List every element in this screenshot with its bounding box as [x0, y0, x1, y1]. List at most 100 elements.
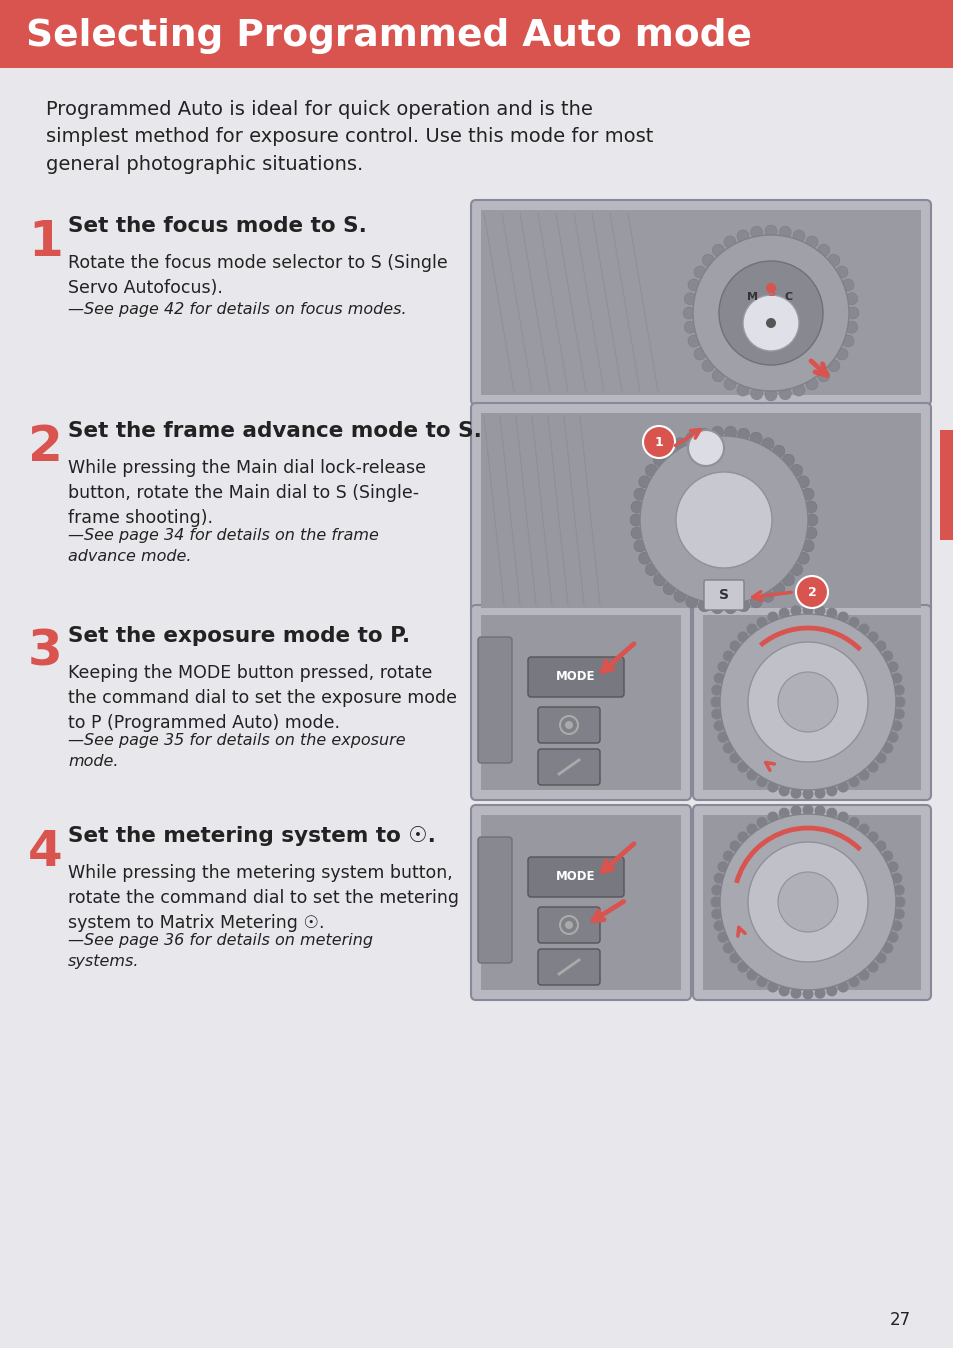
Circle shape — [630, 527, 642, 539]
Circle shape — [817, 244, 829, 256]
Circle shape — [764, 225, 776, 237]
Circle shape — [875, 841, 885, 852]
Bar — [939, 430, 953, 541]
Text: 4: 4 — [28, 828, 63, 876]
Text: 1: 1 — [654, 435, 662, 449]
Circle shape — [683, 321, 696, 333]
Text: Set the exposure mode to P.: Set the exposure mode to P. — [68, 625, 410, 646]
Circle shape — [847, 817, 859, 828]
Circle shape — [893, 709, 903, 720]
FancyBboxPatch shape — [692, 605, 930, 799]
FancyBboxPatch shape — [692, 805, 930, 1000]
Circle shape — [729, 841, 740, 852]
Circle shape — [846, 307, 858, 319]
FancyBboxPatch shape — [477, 638, 512, 763]
Circle shape — [722, 651, 733, 662]
Circle shape — [837, 782, 848, 793]
Circle shape — [662, 445, 675, 457]
Circle shape — [779, 388, 790, 400]
FancyBboxPatch shape — [527, 656, 623, 697]
Text: Set the metering system to ☉.: Set the metering system to ☉. — [68, 826, 436, 847]
Circle shape — [722, 942, 733, 953]
Circle shape — [711, 709, 721, 720]
Circle shape — [644, 465, 657, 476]
Circle shape — [886, 861, 898, 872]
Circle shape — [687, 336, 700, 346]
Circle shape — [724, 601, 736, 613]
Circle shape — [729, 752, 740, 763]
Text: S: S — [766, 288, 774, 298]
Circle shape — [866, 762, 878, 772]
Circle shape — [781, 454, 794, 466]
Text: Set the frame advance mode to S.: Set the frame advance mode to S. — [68, 421, 481, 441]
Circle shape — [837, 811, 848, 822]
Circle shape — [712, 369, 723, 381]
Circle shape — [745, 969, 757, 980]
Circle shape — [745, 824, 757, 834]
Circle shape — [630, 501, 642, 512]
Circle shape — [814, 605, 824, 616]
Circle shape — [890, 673, 902, 683]
Circle shape — [737, 429, 749, 441]
Circle shape — [817, 369, 829, 381]
Circle shape — [644, 563, 657, 576]
Circle shape — [827, 360, 839, 372]
Circle shape — [847, 976, 859, 987]
FancyBboxPatch shape — [537, 749, 599, 785]
Text: Keeping the MODE button pressed, rotate
the command dial to set the exposure mod: Keeping the MODE button pressed, rotate … — [68, 665, 456, 732]
Circle shape — [692, 235, 848, 391]
Circle shape — [858, 624, 868, 635]
Circle shape — [797, 476, 808, 488]
Circle shape — [719, 262, 822, 365]
Circle shape — [633, 488, 645, 500]
Circle shape — [685, 596, 697, 608]
Circle shape — [790, 805, 801, 817]
Circle shape — [858, 969, 868, 980]
Circle shape — [893, 884, 903, 895]
Circle shape — [886, 732, 898, 743]
Circle shape — [845, 293, 857, 305]
Circle shape — [790, 787, 801, 799]
Circle shape — [729, 640, 740, 651]
Text: —See page 35 for details on the exposure
mode.: —See page 35 for details on the exposure… — [68, 733, 405, 768]
Text: While pressing the metering system button,
rotate the command dial to set the me: While pressing the metering system butto… — [68, 864, 458, 931]
Circle shape — [720, 613, 895, 790]
Circle shape — [737, 631, 748, 643]
Circle shape — [778, 872, 837, 931]
Circle shape — [766, 981, 778, 992]
Circle shape — [712, 244, 723, 256]
Circle shape — [886, 662, 898, 673]
FancyBboxPatch shape — [537, 706, 599, 743]
Circle shape — [736, 384, 748, 396]
Circle shape — [778, 786, 789, 797]
Circle shape — [642, 426, 675, 458]
Circle shape — [778, 807, 789, 818]
Circle shape — [710, 896, 720, 907]
Circle shape — [814, 805, 824, 817]
Circle shape — [837, 981, 848, 992]
Circle shape — [723, 377, 735, 390]
Circle shape — [747, 642, 867, 762]
Circle shape — [882, 743, 892, 754]
Circle shape — [713, 720, 724, 732]
Circle shape — [710, 697, 720, 708]
Circle shape — [825, 807, 837, 818]
Circle shape — [837, 612, 848, 623]
Circle shape — [711, 601, 722, 613]
Text: MODE: MODE — [556, 670, 595, 683]
Circle shape — [882, 942, 892, 953]
Circle shape — [673, 438, 685, 450]
Circle shape — [711, 884, 721, 895]
Circle shape — [866, 631, 878, 643]
Circle shape — [683, 293, 696, 305]
Circle shape — [729, 953, 740, 964]
Circle shape — [875, 640, 885, 651]
Circle shape — [717, 861, 728, 872]
Circle shape — [858, 824, 868, 834]
Circle shape — [713, 921, 724, 931]
Circle shape — [893, 685, 903, 696]
Circle shape — [804, 527, 816, 539]
Circle shape — [882, 651, 892, 662]
Circle shape — [841, 279, 853, 291]
Circle shape — [801, 988, 813, 999]
